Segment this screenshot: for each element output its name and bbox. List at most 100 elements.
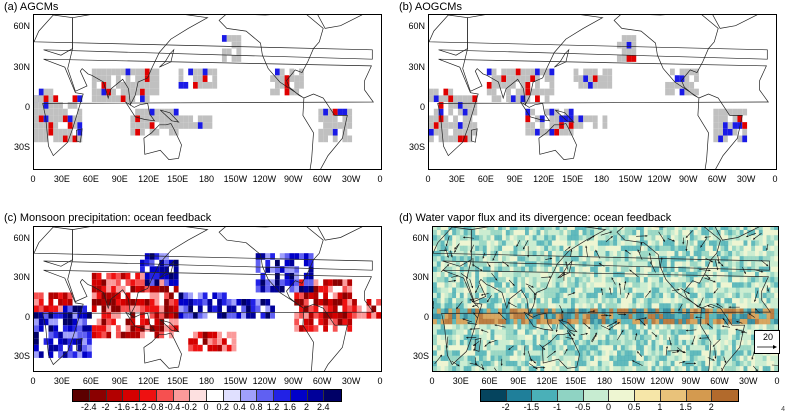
grid-cell bbox=[636, 292, 641, 299]
grid-cell bbox=[632, 229, 637, 236]
coastline bbox=[218, 227, 324, 309]
grid-cell bbox=[774, 365, 778, 371]
flux-arrowhead bbox=[716, 267, 719, 271]
grid-cell bbox=[62, 292, 68, 299]
d-lat-tick: 30N bbox=[412, 272, 429, 283]
d-lon-tick: 120W bbox=[650, 376, 674, 386]
grid-cell bbox=[486, 240, 491, 246]
grid-cell bbox=[327, 122, 333, 129]
grid-cell bbox=[620, 344, 626, 351]
grid-cell bbox=[574, 323, 580, 330]
grid-cell bbox=[207, 305, 213, 313]
grid-cell bbox=[632, 334, 637, 340]
grid-cell bbox=[605, 302, 610, 309]
grid-cell bbox=[739, 245, 744, 251]
b-lon-tick: 90W bbox=[678, 174, 698, 184]
grid-cell bbox=[758, 255, 764, 262]
grid-cell bbox=[578, 266, 583, 272]
grid-cell bbox=[697, 308, 702, 314]
grid-cell bbox=[735, 344, 741, 351]
grid-cell bbox=[640, 360, 645, 367]
grid-cell bbox=[724, 344, 729, 351]
grid-cell bbox=[505, 266, 511, 272]
grid-cell bbox=[636, 276, 641, 283]
grid-cell bbox=[751, 297, 756, 304]
grid-cell bbox=[597, 255, 603, 262]
grid-cell bbox=[693, 240, 698, 246]
grid-cell bbox=[666, 329, 672, 335]
grid-cell bbox=[313, 279, 319, 286]
grid-cell bbox=[743, 271, 748, 278]
page-number: 4 bbox=[781, 406, 785, 413]
flux-arrowhead bbox=[698, 337, 701, 340]
grid-cell bbox=[609, 318, 614, 325]
grid-cell bbox=[270, 305, 275, 313]
grid-cell bbox=[525, 281, 530, 288]
flux-arrowhead bbox=[608, 328, 611, 331]
coastline bbox=[317, 15, 363, 29]
grid-cell bbox=[149, 299, 155, 306]
flux-arrowhead bbox=[473, 343, 476, 346]
grid-cell bbox=[712, 287, 718, 293]
grid-cell bbox=[337, 279, 343, 286]
grid-cell bbox=[140, 272, 145, 280]
grid-cell bbox=[758, 302, 764, 309]
grid-cell bbox=[544, 108, 550, 116]
grid-cell bbox=[540, 323, 545, 330]
grid-cell bbox=[540, 281, 545, 288]
grid-cell bbox=[732, 234, 737, 241]
grid-cell bbox=[82, 344, 88, 352]
grid-cell bbox=[742, 108, 748, 116]
grid-cell bbox=[525, 250, 530, 257]
grid-cell bbox=[689, 339, 695, 346]
grid-cell bbox=[444, 355, 449, 361]
grid-cell bbox=[686, 281, 691, 288]
grid-cell bbox=[472, 108, 478, 116]
flux-arrowhead bbox=[445, 346, 448, 349]
grid-cell bbox=[87, 351, 92, 358]
grid-cell bbox=[563, 229, 568, 236]
grid-cell bbox=[613, 281, 618, 288]
grid-cell bbox=[613, 234, 618, 241]
grid-cell bbox=[720, 323, 725, 330]
grid-cell bbox=[573, 115, 579, 123]
grid-cell bbox=[605, 339, 610, 346]
grid-cell bbox=[582, 308, 587, 314]
grid-cell bbox=[475, 271, 480, 278]
grid-cell bbox=[632, 360, 637, 367]
grid-cell bbox=[597, 281, 603, 288]
grid-cell bbox=[323, 115, 328, 123]
grid-cell bbox=[505, 329, 511, 335]
grid-cell bbox=[517, 365, 522, 371]
grid-cell bbox=[168, 108, 174, 116]
grid-cell bbox=[705, 240, 710, 246]
grid-cell bbox=[755, 318, 760, 325]
grid-cell bbox=[724, 350, 729, 356]
grid-cell bbox=[601, 276, 606, 283]
grid-cell bbox=[582, 297, 587, 304]
grid-cell bbox=[601, 245, 606, 251]
grid-cell bbox=[459, 292, 465, 299]
grid-cell bbox=[517, 255, 522, 262]
grid-cell bbox=[87, 312, 92, 319]
grid-cell bbox=[670, 329, 675, 335]
grid-cell bbox=[567, 313, 572, 320]
grid-cell bbox=[436, 308, 442, 314]
grid-cell bbox=[597, 75, 603, 82]
grid-cell bbox=[91, 299, 97, 306]
grid-cell bbox=[713, 128, 719, 136]
grid-cell bbox=[712, 308, 718, 314]
grid-cell bbox=[613, 302, 618, 309]
grid-cell bbox=[632, 313, 637, 320]
grid-cell bbox=[640, 334, 645, 340]
grid-cell bbox=[486, 81, 492, 89]
grid-cell bbox=[53, 122, 59, 129]
grid-cell bbox=[743, 276, 748, 283]
grid-cell bbox=[548, 281, 553, 288]
grid-cell bbox=[433, 88, 439, 96]
grid-cell bbox=[563, 302, 568, 309]
grid-cell bbox=[722, 128, 728, 136]
grid-cell bbox=[567, 302, 572, 309]
grid-cell bbox=[528, 250, 534, 257]
grid-cell bbox=[655, 318, 660, 325]
